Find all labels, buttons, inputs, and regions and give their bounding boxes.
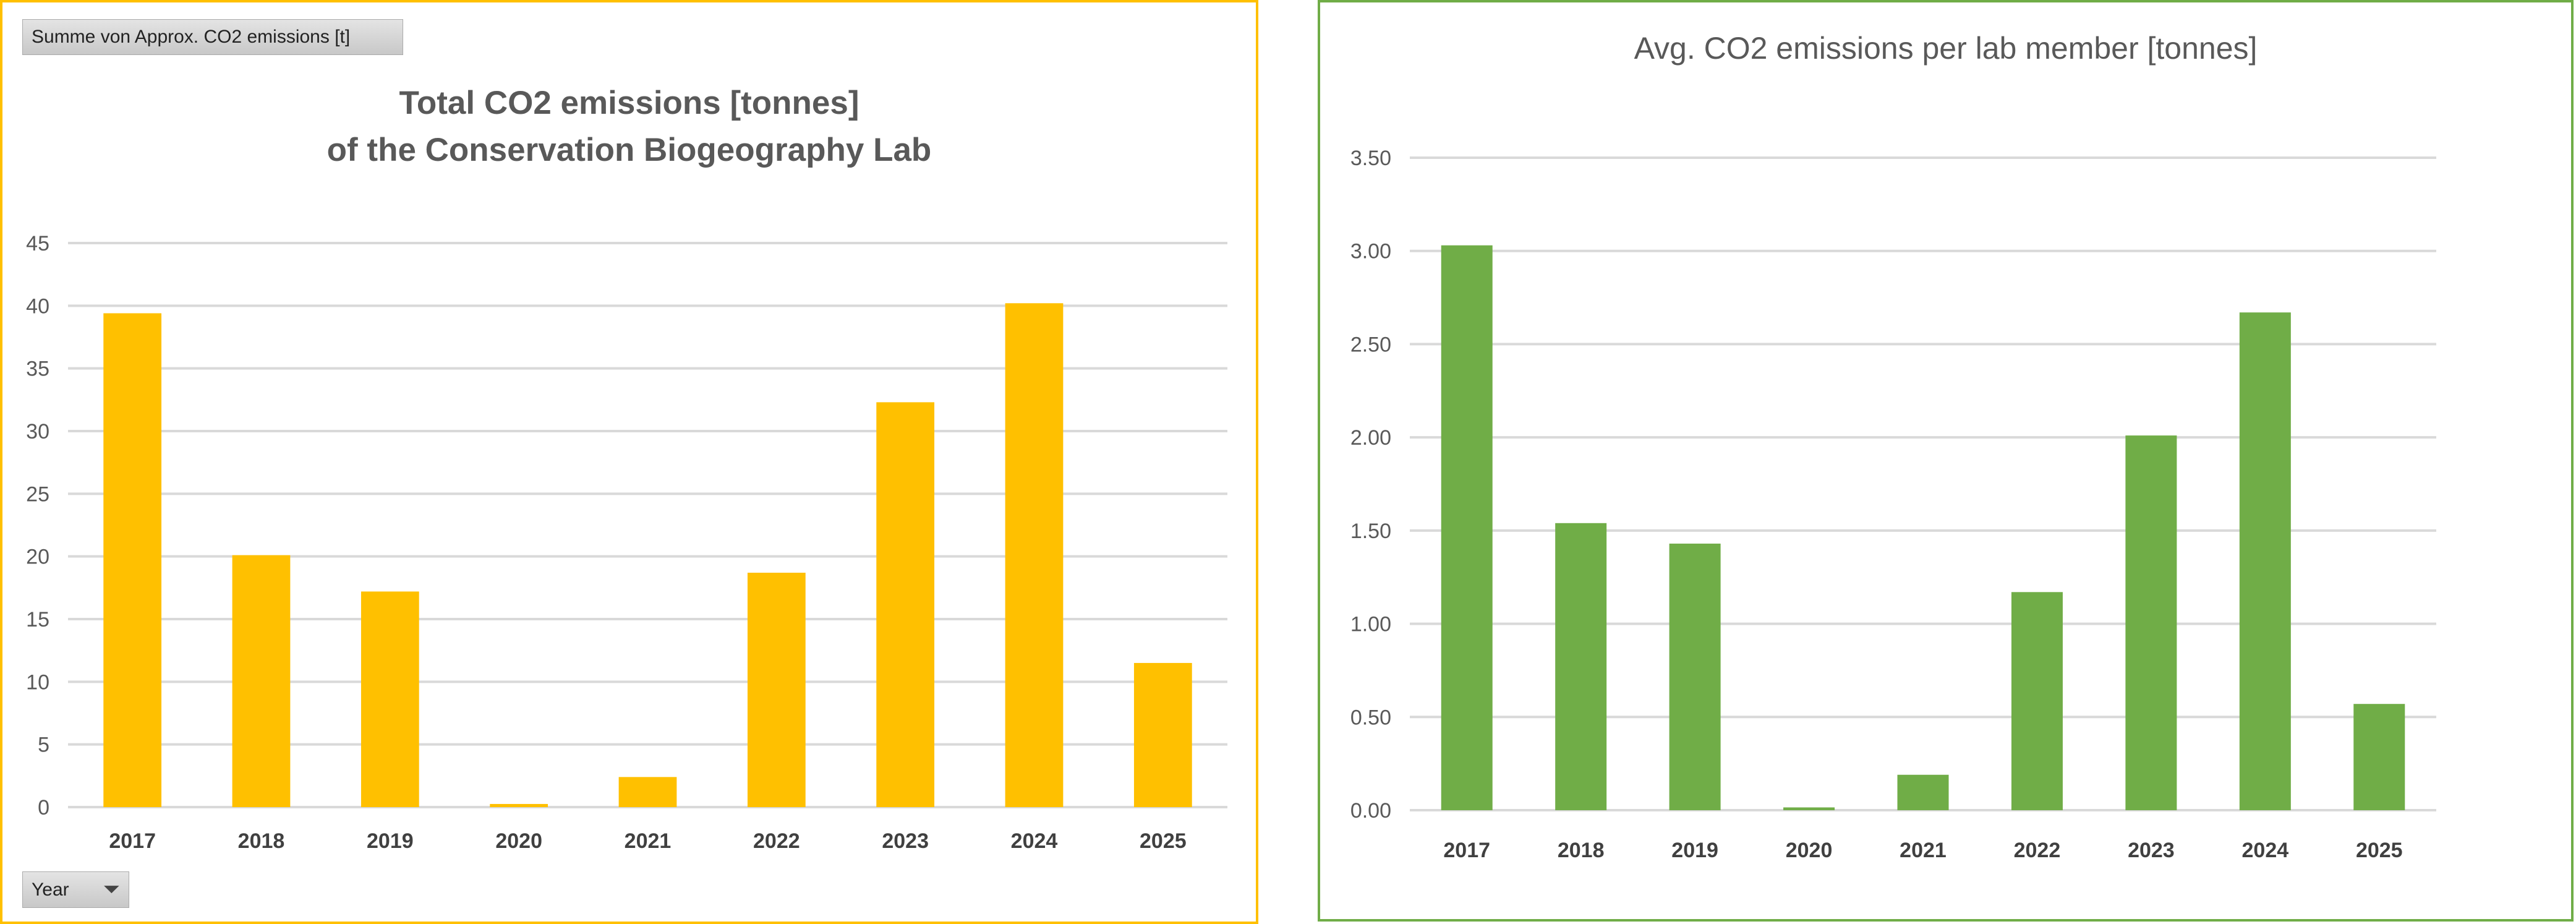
y-tick-label: 3.50 <box>1350 147 1391 170</box>
y-tick-label: 45 <box>26 232 49 255</box>
chart-title-line1: Total CO2 emissions [tonnes] <box>399 85 859 121</box>
y-tick-label: 2.00 <box>1350 426 1391 450</box>
bar-2018 <box>1555 523 1607 810</box>
bar-2017 <box>103 313 162 807</box>
x-tick-label: 2021 <box>625 829 672 853</box>
x-tick-label: 2017 <box>109 829 156 853</box>
y-tick-label: 0 <box>38 796 49 819</box>
bar-2022 <box>747 573 806 807</box>
filter-icon: ⏷ <box>103 878 120 901</box>
y-tick-label: 30 <box>26 420 49 443</box>
x-tick-label: 2021 <box>1900 839 1947 862</box>
x-tick-label: 2018 <box>238 829 285 853</box>
x-tick-label: 2023 <box>882 829 929 853</box>
avg-emissions-plot: 0.00 0.50 1.00 1.50 2.00 2.50 3.00 3.50 2017 2018… <box>1350 147 2436 862</box>
x-tick-label: 2024 <box>1011 829 1058 853</box>
avg-emissions-chart-panel: Avg. CO2 emissions per lab member [tonne… <box>1318 0 2574 922</box>
x-tick-label: 2020 <box>1786 839 1833 862</box>
y-tick-label: 0.00 <box>1350 799 1391 823</box>
bar-2024 <box>2239 312 2291 811</box>
chart-title-line2: of the Conservation Biogeography Lab <box>326 132 932 168</box>
bar-2018 <box>232 555 291 807</box>
bar-2020 <box>1783 807 1835 810</box>
y-tick-label: 15 <box>26 608 49 631</box>
bar-2021 <box>618 777 677 807</box>
x-tick-label: 2020 <box>495 829 542 853</box>
bar-2024 <box>1005 303 1064 807</box>
pivot-value-field-button[interactable]: Summe von Approx. CO2 emissions [t] <box>22 19 403 55</box>
bar-2022 <box>2011 592 2063 810</box>
y-tick-label: 20 <box>26 545 49 569</box>
chart-title: Avg. CO2 emissions per lab member [tonne… <box>1634 31 2258 66</box>
year-filter-button[interactable]: Year ⏷ <box>22 871 129 908</box>
bar-2025 <box>2353 704 2405 810</box>
x-tick-label: 2022 <box>753 829 800 853</box>
x-tick-label: 2019 <box>367 829 414 853</box>
bar-2021 <box>1897 774 1949 810</box>
y-tick-label: 1.50 <box>1350 520 1391 543</box>
x-tick-label: 2019 <box>1671 839 1718 862</box>
total-emissions-chart-panel: Summe von Approx. CO2 emissions [t] Tota… <box>0 0 1258 924</box>
y-tick-label: 35 <box>26 357 49 381</box>
y-tick-label: 3.00 <box>1350 240 1391 263</box>
x-tick-label: 2017 <box>1443 839 1490 862</box>
y-tick-label: 40 <box>26 294 49 318</box>
x-tick-label: 2023 <box>2128 839 2175 862</box>
y-tick-label: 1.00 <box>1350 613 1391 636</box>
y-tick-label: 5 <box>38 734 49 757</box>
bar-2023 <box>876 402 935 807</box>
bar-2019 <box>360 591 419 807</box>
bar-2020 <box>490 803 548 807</box>
x-tick-label: 2025 <box>2356 839 2403 862</box>
x-tick-label: 2018 <box>1558 839 1605 862</box>
year-filter-label: Year <box>32 879 69 900</box>
chart-title: Total CO2 emissions [tonnes] of the Cons… <box>2 80 1256 174</box>
bar-2019 <box>1669 543 1721 810</box>
x-tick-label: 2022 <box>2014 839 2061 862</box>
y-tick-label: 10 <box>26 670 49 694</box>
pivot-value-field-label: Summe von Approx. CO2 emissions [t] <box>32 27 351 47</box>
bar-2017 <box>1441 245 1493 811</box>
bar-2025 <box>1133 662 1192 807</box>
bar-2023 <box>2125 435 2177 810</box>
y-tick-label: 25 <box>26 482 49 506</box>
y-tick-label: 0.50 <box>1350 706 1391 729</box>
x-tick-label: 2025 <box>1140 829 1187 853</box>
y-tick-label: 2.50 <box>1350 333 1391 356</box>
x-tick-label: 2024 <box>2242 839 2289 862</box>
